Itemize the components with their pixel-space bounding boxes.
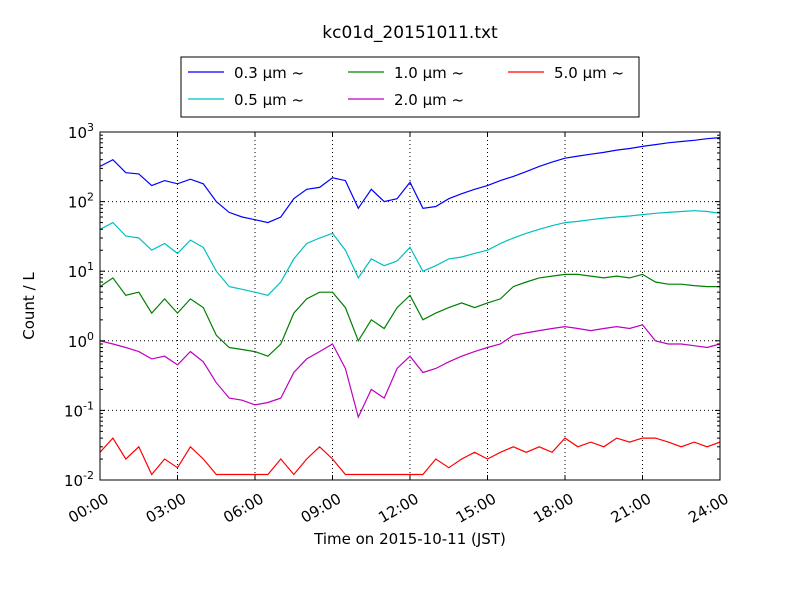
x-tick-label: 15:00 — [453, 490, 499, 527]
x-tick-label: 06:00 — [220, 490, 266, 527]
y-tick-exponent: 2 — [87, 191, 94, 204]
legend-label: 0.5 µm ~ — [234, 91, 304, 109]
y-tick-exponent: 0 — [87, 330, 94, 343]
x-axis: 00:00 03:00 06:00 09:00 12:00 15:00 18:00 21:00… — [65, 132, 732, 527]
x-tick-label: 03:00 — [143, 490, 189, 527]
y-tick-base: 10 — [68, 194, 87, 212]
y-tick-label: 10-1 — [64, 399, 94, 420]
series-line-03m — [99, 137, 721, 224]
y-tick-label: 10-2 — [64, 469, 94, 490]
series-line-10m — [99, 273, 720, 357]
y-tick-exponent: -2 — [83, 469, 94, 482]
y-tick-base: 10 — [68, 333, 87, 351]
y-axis-label: Count / L — [20, 272, 38, 340]
gridlines — [100, 132, 720, 480]
legend-label: 0.3 µm ~ — [234, 64, 304, 82]
y-tick-label: 102 — [68, 191, 94, 212]
x-tick-label: 00:00 — [65, 490, 111, 527]
series-line-05m — [99, 210, 721, 296]
legend-label: 5.0 µm ~ — [554, 64, 624, 82]
x-tick-label: 21:00 — [608, 490, 654, 527]
chart-title: kc01d_20151011.txt — [322, 23, 498, 43]
x-tick-label: 24:00 — [685, 490, 731, 527]
y-tick-label: 101 — [68, 260, 94, 281]
y-tick-label: 103 — [68, 121, 94, 142]
y-tick-base: 10 — [64, 402, 83, 420]
legend-label: 1.0 µm ~ — [394, 64, 464, 82]
y-tick-base: 10 — [68, 263, 87, 281]
legend: 0.3 µm ~ 0.5 µm ~ 1.0 µm ~ 2.0 µm ~ 5.0 µm ~ — [180, 56, 640, 118]
series-line-20m — [99, 324, 721, 419]
x-tick-label: 18:00 — [530, 490, 576, 527]
y-tick-exponent: 1 — [87, 260, 94, 273]
y-tick-exponent: -1 — [83, 399, 94, 412]
legend-frame — [180, 56, 640, 118]
y-tick-base: 10 — [68, 124, 87, 142]
legend-label: 2.0 µm ~ — [394, 91, 464, 109]
y-tick-base: 10 — [64, 472, 83, 490]
x-axis-label: Time on 2015-10-11 (JST) — [313, 530, 506, 548]
y-tick-label: 100 — [68, 330, 94, 351]
plot-series-lines — [99, 137, 721, 476]
x-tick-label: 09:00 — [298, 490, 344, 527]
series-line-50m — [99, 437, 721, 476]
x-tick-label: 12:00 — [375, 490, 421, 527]
y-tick-exponent: 3 — [87, 121, 94, 134]
